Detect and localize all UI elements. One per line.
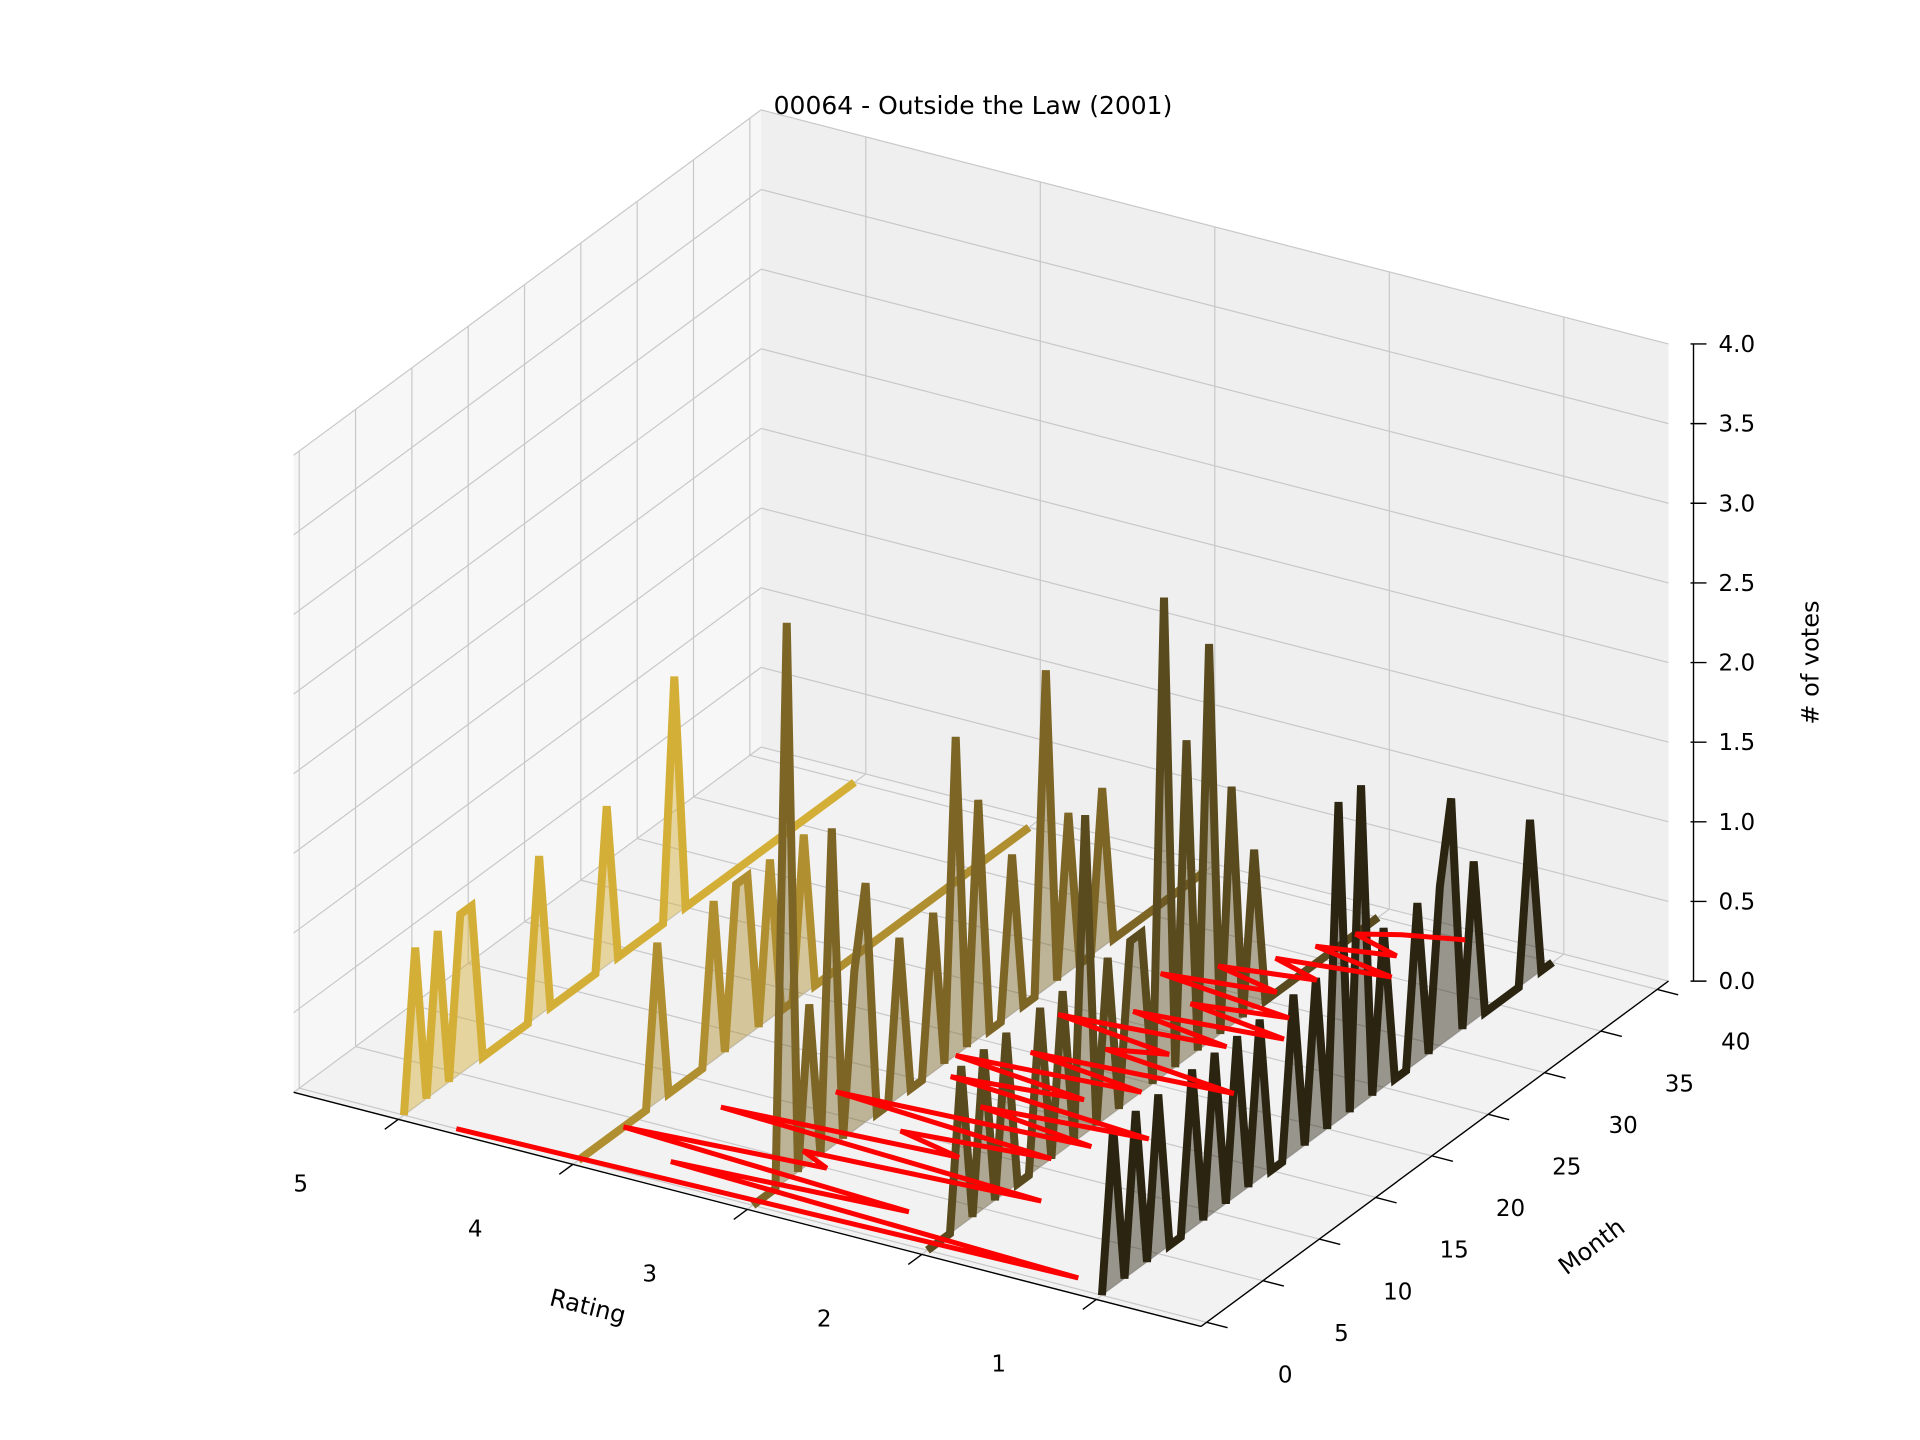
y-tick [1544, 1071, 1566, 1079]
grid-line [293, 268, 762, 615]
x-tick [384, 1118, 399, 1130]
series-line [750, 622, 1206, 1209]
x-tick-label: 1 [991, 1351, 1006, 1377]
y-tick-label: 15 [1440, 1238, 1469, 1264]
x-tick-label: 3 [642, 1261, 657, 1287]
y-tick-label: 0 [1278, 1363, 1293, 1389]
y-tick [1206, 1321, 1228, 1329]
grid-line [760, 427, 1669, 664]
x-tick-label: 5 [293, 1171, 308, 1197]
y-tick [1319, 1238, 1341, 1246]
y-tick [1657, 988, 1679, 996]
y-tick-label: 10 [1383, 1279, 1412, 1305]
x-tick [1082, 1298, 1097, 1310]
y-tick-label: 20 [1496, 1196, 1525, 1222]
red-line [455, 931, 1466, 1281]
y-tick-label: 5 [1334, 1321, 1349, 1347]
grid-line [293, 427, 762, 775]
grid-line [524, 921, 1433, 1157]
x-tick [907, 1253, 923, 1265]
z-tick-label: 3.0 [1719, 491, 1756, 517]
z-tick-label: 2.5 [1719, 571, 1756, 597]
z-tick-label: 1.5 [1719, 730, 1756, 756]
x-tick [733, 1208, 748, 1220]
grid-line [760, 348, 1669, 584]
y-tick [1488, 1113, 1510, 1121]
x-tick-label: 2 [817, 1306, 832, 1332]
y-tick [1431, 1155, 1454, 1162]
grid-line [760, 268, 1669, 504]
grid-line [760, 109, 1669, 345]
y-tick-label: 40 [1721, 1030, 1750, 1056]
y-tick-label: 30 [1608, 1113, 1637, 1139]
y-tick [1375, 1196, 1397, 1204]
grid-line [293, 507, 762, 854]
series-area [752, 622, 1204, 1206]
z-tick-label: 0.5 [1719, 889, 1756, 915]
z-tick-label: 4.0 [1719, 332, 1756, 358]
x-axis-label: Rating [547, 1284, 629, 1330]
grid-line [760, 507, 1669, 743]
z-axis-label: # of votes [1797, 601, 1825, 725]
y-tick-label: 35 [1665, 1071, 1694, 1097]
x-tick [558, 1163, 574, 1175]
y-tick [1600, 1030, 1623, 1038]
x-axis-line [293, 1091, 1202, 1328]
grid-line [293, 587, 762, 934]
grid-line [293, 109, 762, 456]
y-tick-label: 25 [1552, 1155, 1581, 1181]
z-tick-label: 2.0 [1719, 651, 1756, 677]
x-tick-label: 4 [468, 1216, 483, 1242]
chart-title: 00064 - Outside the Law (2001) [774, 91, 1173, 120]
grid-line [760, 188, 1669, 425]
z-tick-label: 3.5 [1719, 412, 1756, 438]
z-tick-label: 1.0 [1719, 810, 1756, 836]
series-line [1097, 785, 1555, 1296]
y-axis-label: Month [1553, 1213, 1630, 1281]
grid-line [293, 189, 762, 536]
series-area [578, 827, 1030, 1161]
y-tick [1262, 1280, 1285, 1287]
grid-line [293, 666, 762, 1014]
grid-line [293, 348, 762, 695]
y-axis-line [1200, 980, 1669, 1328]
z-tick-label: 0.0 [1719, 969, 1756, 995]
